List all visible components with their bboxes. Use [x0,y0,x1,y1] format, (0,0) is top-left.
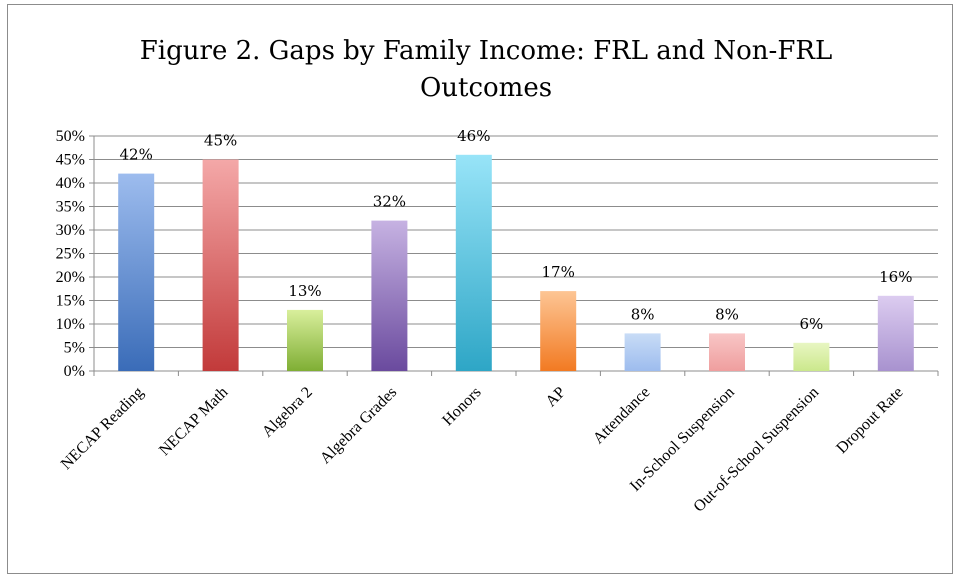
y-tick-label: 45% [56,152,85,169]
data-label: 16% [879,268,912,286]
data-label: 42% [120,146,153,164]
chart-frame: Figure 2. Gaps by Family Income: FRL and… [7,4,953,574]
data-label: 32% [373,193,406,211]
bar [118,173,155,371]
category-labels: NECAP Reading NECAP Math Algebra 2 Algebra … [58,384,907,516]
category-label: Dropout Rate [833,384,906,457]
category-label: NECAP Reading [58,384,147,473]
chart-title-line-2: Outcomes [420,73,552,103]
category-label: AP [543,384,570,411]
bar [540,291,577,371]
y-tick-label: 10% [56,316,85,333]
axes: 0% 5% 10% 15% 20% 25% 30% 35% 40% 45% 50% [56,128,939,380]
data-label: 6% [800,315,824,333]
category-label: Algebra Grades [317,384,400,467]
category-label: Algebra 2 [259,384,316,441]
bar [371,220,408,371]
y-tick-label: 20% [56,269,85,286]
bars [118,154,914,371]
y-tick-label: 25% [56,246,85,263]
bar [793,342,830,371]
data-label: 46% [457,127,490,145]
y-tick-label: 40% [56,175,85,192]
data-label: 45% [204,132,237,150]
data-label: 13% [288,282,321,300]
category-label: Attendance [590,384,654,448]
bar [287,309,323,371]
y-tick-label: 30% [56,222,85,239]
data-label: 17% [542,263,575,281]
data-label: 8% [715,305,739,323]
bar [624,333,661,371]
y-tick-label: 15% [56,293,85,310]
data-label: 8% [631,305,655,323]
bar [709,333,745,371]
bar [202,159,239,371]
category-label: NECAP Math [156,384,231,459]
data-labels: 42% 45% 13% 32% 46% 17% 8% 8% 6% 16% [120,127,913,333]
category-label: Honors [439,384,484,429]
bar [877,295,914,371]
bar-chart: Figure 2. Gaps by Family Income: FRL and… [56,36,939,516]
y-tick-label: 5% [64,340,85,357]
chart-title-line-1: Figure 2. Gaps by Family Income: FRL and… [140,36,832,66]
y-tick-label: 0% [64,363,85,380]
bar [455,154,492,371]
y-tick-label: 50% [56,128,85,145]
y-tick-label: 35% [56,199,85,216]
